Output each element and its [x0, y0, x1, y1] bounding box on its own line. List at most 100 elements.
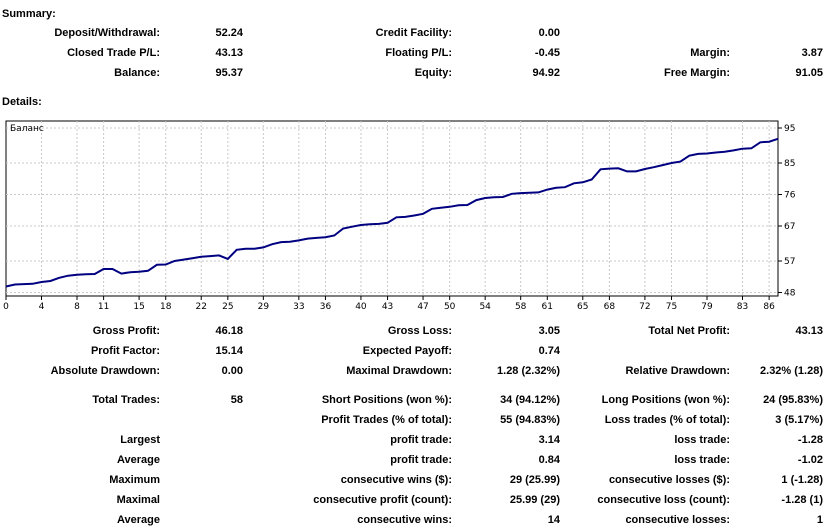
- balance-chart: 0 4 8 11 15 18 22 25 29 33 36 40 43 47 50 54 58 61 65 68 72 7…: [0, 118, 831, 318]
- chart-x-tick-label: 79: [701, 302, 713, 312]
- chart-x-tick-label: 75: [666, 302, 677, 312]
- summary-label-r2-c0: Balance:: [114, 67, 160, 79]
- details-value-r3-c1: 34 (94.12%): [500, 394, 560, 406]
- details-value-r7-c2: 1 (-1.28): [781, 474, 823, 486]
- chart-title: Баланс: [10, 124, 44, 134]
- summary-label-r2-c2: Free Margin:: [663, 67, 730, 79]
- details-label-r8-c2: consecutive loss (count):: [597, 494, 730, 506]
- chart-x-tick-label: 4: [39, 302, 45, 312]
- details-label-r8-c1: consecutive profit (count):: [313, 494, 452, 506]
- chart-x-tick-label: 68: [604, 302, 616, 312]
- details-value-r2-c1: 1.28 (2.32%): [497, 365, 560, 377]
- details-value-r1-c0: 15.14: [215, 345, 243, 357]
- details-label-r3-c0: Total Trades:: [92, 394, 160, 406]
- details-value-r0-c0: 46.18: [215, 325, 243, 337]
- details-label-r5-c0: Largest: [120, 434, 160, 446]
- details-value-r9-c1: 14: [547, 514, 560, 526]
- details-label-r0-c1: Gross Loss:: [387, 325, 452, 337]
- details-label-r9-c0: Average: [116, 514, 160, 526]
- chart-x-tick-label: 61: [542, 302, 553, 312]
- summary-label-r1-c0: Closed Trade P/L:: [67, 47, 160, 59]
- details-value-r0-c1: 3.05: [538, 325, 560, 337]
- chart-x-tick-label: 15: [133, 302, 144, 312]
- details-label-r4-c1: Profit Trades (% of total):: [321, 414, 452, 426]
- summary-label-r2-c1: Equity:: [414, 67, 452, 79]
- chart-x-tick-label: 0: [3, 302, 9, 312]
- details-label-r8-c0: Maximal: [116, 494, 160, 506]
- details-label-r0-c0: Gross Profit:: [92, 325, 160, 337]
- summary-value-r2-c0: 95.37: [215, 67, 243, 79]
- summary-value-r0-c1: 0.00: [538, 27, 560, 39]
- chart-x-tick-label: 40: [355, 302, 367, 312]
- details-value-r5-c2: -1.28: [797, 434, 823, 446]
- details-label-r3-c1: Short Positions (won %):: [321, 394, 452, 406]
- summary-value-r1-c2: 3.87: [801, 47, 823, 59]
- chart-x-tick-label: 72: [639, 302, 650, 312]
- details-label-r5-c1: profit trade:: [390, 434, 452, 446]
- details-value-r0-c2: 43.13: [795, 325, 823, 337]
- details-value-r5-c1: 3.14: [538, 434, 560, 446]
- details-value-r2-c2: 2.32% (1.28): [760, 365, 823, 377]
- chart-x-tick-label: 18: [160, 302, 172, 312]
- summary-heading: Summary:: [2, 8, 56, 20]
- chart-x-tick-label: 47: [417, 302, 428, 312]
- details-label-r7-c0: Maximum: [109, 474, 160, 486]
- chart-y-tick-label: 95: [784, 124, 795, 134]
- balance-chart-svg: 0 4 8 11 15 18 22 25 29 33 36 40 43 47 50 54 58 61 65 68 72 7…: [3, 120, 796, 312]
- details-label-r2-c0: Absolute Drawdown:: [50, 365, 160, 377]
- details-value-r8-c1: 25.99 (29): [509, 494, 560, 506]
- chart-x-tick-label: 50: [444, 302, 456, 312]
- summary-label-r1-c2: Margin:: [690, 47, 730, 59]
- details-label-r1-c1: Expected Payoff:: [362, 345, 452, 357]
- details-label-r6-c2: loss trade:: [674, 454, 730, 466]
- chart-x-tick-label: 22: [195, 302, 206, 312]
- details-value-r9-c2: 1: [816, 514, 823, 526]
- summary-label-r0-c1: Credit Facility:: [375, 27, 452, 39]
- chart-y-tick-label: 57: [784, 257, 795, 267]
- details-value-r4-c1: 55 (94.83%): [500, 414, 560, 426]
- details-value-r4-c2: 3 (5.17%): [775, 414, 823, 426]
- chart-x-tick-label: 33: [293, 302, 304, 312]
- details-label-r6-c1: profit trade:: [390, 454, 452, 466]
- summary-value-r1-c1: -0.45: [534, 47, 560, 59]
- details-heading: Details:: [2, 96, 42, 108]
- chart-plot-frame: [5, 120, 779, 297]
- details-label-r2-c1: Maximal Drawdown:: [346, 365, 452, 377]
- chart-x-tick-label: 58: [515, 302, 527, 312]
- details-label-r0-c2: Total Net Profit:: [648, 325, 730, 337]
- chart-x-tick-label: 29: [258, 302, 270, 312]
- details-label-r1-c0: Profit Factor:: [90, 345, 160, 357]
- summary-label-r0-c0: Deposit/Withdrawal:: [54, 27, 160, 39]
- details-label-r6-c0: Average: [116, 454, 160, 466]
- chart-y-tick-label: 67: [784, 222, 795, 232]
- chart-x-tick-label: 83: [737, 302, 748, 312]
- chart-y-tick-label: 85: [784, 159, 795, 169]
- chart-x-tick-label: 54: [479, 302, 491, 312]
- details-value-r7-c1: 29 (25.99): [509, 474, 560, 486]
- details-label-r5-c2: loss trade:: [674, 434, 730, 446]
- details-value-r6-c1: 0.84: [538, 454, 560, 466]
- chart-x-tick-label: 8: [74, 302, 80, 312]
- chart-x-tick-label: 25: [222, 302, 233, 312]
- details-value-r8-c2: -1.28 (1): [781, 494, 823, 506]
- details-value-r2-c0: 0.00: [221, 365, 243, 377]
- details-value-r3-c2: 24 (95.83%): [763, 394, 823, 406]
- chart-x-tick-label: 36: [320, 302, 332, 312]
- details-label-r4-c2: Loss trades (% of total):: [604, 414, 730, 426]
- summary-value-r1-c0: 43.13: [215, 47, 243, 59]
- details-value-r3-c0: 58: [230, 394, 243, 406]
- summary-value-r0-c0: 52.24: [215, 27, 243, 39]
- chart-x-tick-label: 11: [98, 302, 109, 312]
- details-value-r6-c2: -1.02: [797, 454, 823, 466]
- chart-balance-line: [5, 137, 779, 288]
- summary-value-r2-c2: 91.05: [795, 67, 823, 79]
- chart-x-tick-label: 86: [763, 302, 775, 312]
- details-label-r2-c2: Relative Drawdown:: [625, 365, 730, 377]
- chart-y-tick-label: 48: [784, 289, 796, 299]
- details-label-r9-c1: consecutive wins:: [357, 514, 452, 526]
- details-label-r3-c2: Long Positions (won %):: [601, 394, 730, 406]
- summary-value-r2-c1: 94.92: [532, 67, 560, 79]
- chart-y-tick-label: 76: [784, 191, 796, 201]
- details-label-r7-c1: consecutive wins ($):: [340, 474, 452, 486]
- chart-x-tick-label: 65: [577, 302, 588, 312]
